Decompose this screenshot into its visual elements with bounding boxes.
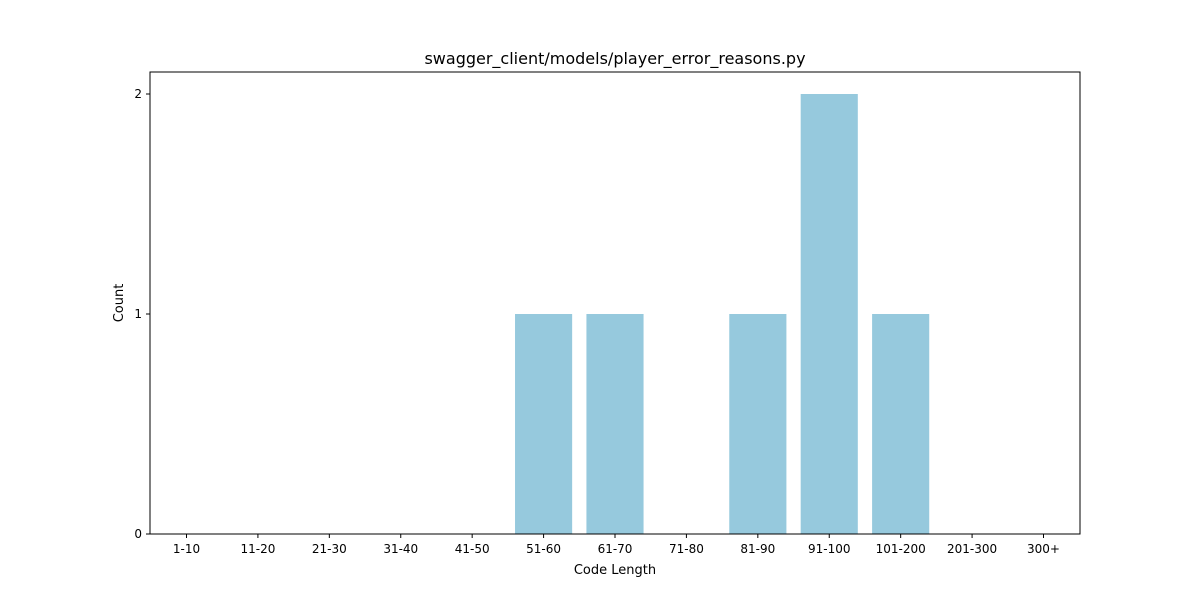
y-axis-label: Count — [112, 284, 127, 323]
bar-91-100 — [800, 94, 858, 534]
y-tick-label: 1 — [134, 307, 142, 321]
chart-title: swagger_client/models/player_error_reaso… — [424, 49, 805, 69]
x-tick-label: 300+ — [1027, 542, 1060, 556]
x-tick-label: 41-50 — [455, 542, 490, 556]
x-tick-label: 31-40 — [383, 542, 418, 556]
x-tick-label: 51-60 — [526, 542, 561, 556]
y-tick-label: 0 — [134, 527, 142, 541]
bar-51-60 — [515, 314, 573, 534]
y-tick-label: 2 — [134, 87, 142, 101]
x-axis: 1-10 11-20 21-30 31-40 41-50 51-60 61-70 71-80 8… — [173, 534, 1060, 556]
x-tick-label: 11-20 — [240, 542, 275, 556]
y-axis: 0 1 2 — [134, 87, 150, 541]
x-axis-label: Code Length — [574, 563, 656, 578]
x-tick-label: 61-70 — [598, 542, 633, 556]
bar-101-200 — [872, 314, 930, 534]
x-tick-label: 201-300 — [947, 542, 997, 556]
x-tick-label: 81-90 — [740, 542, 775, 556]
x-tick-label: 1-10 — [173, 542, 200, 556]
x-tick-label: 101-200 — [876, 542, 926, 556]
x-tick-label: 71-80 — [669, 542, 704, 556]
bar-81-90 — [729, 314, 787, 534]
x-tick-label: 91-100 — [808, 542, 851, 556]
bars-group — [515, 94, 930, 534]
bar-61-70 — [586, 314, 644, 534]
x-tick-label: 21-30 — [312, 542, 347, 556]
